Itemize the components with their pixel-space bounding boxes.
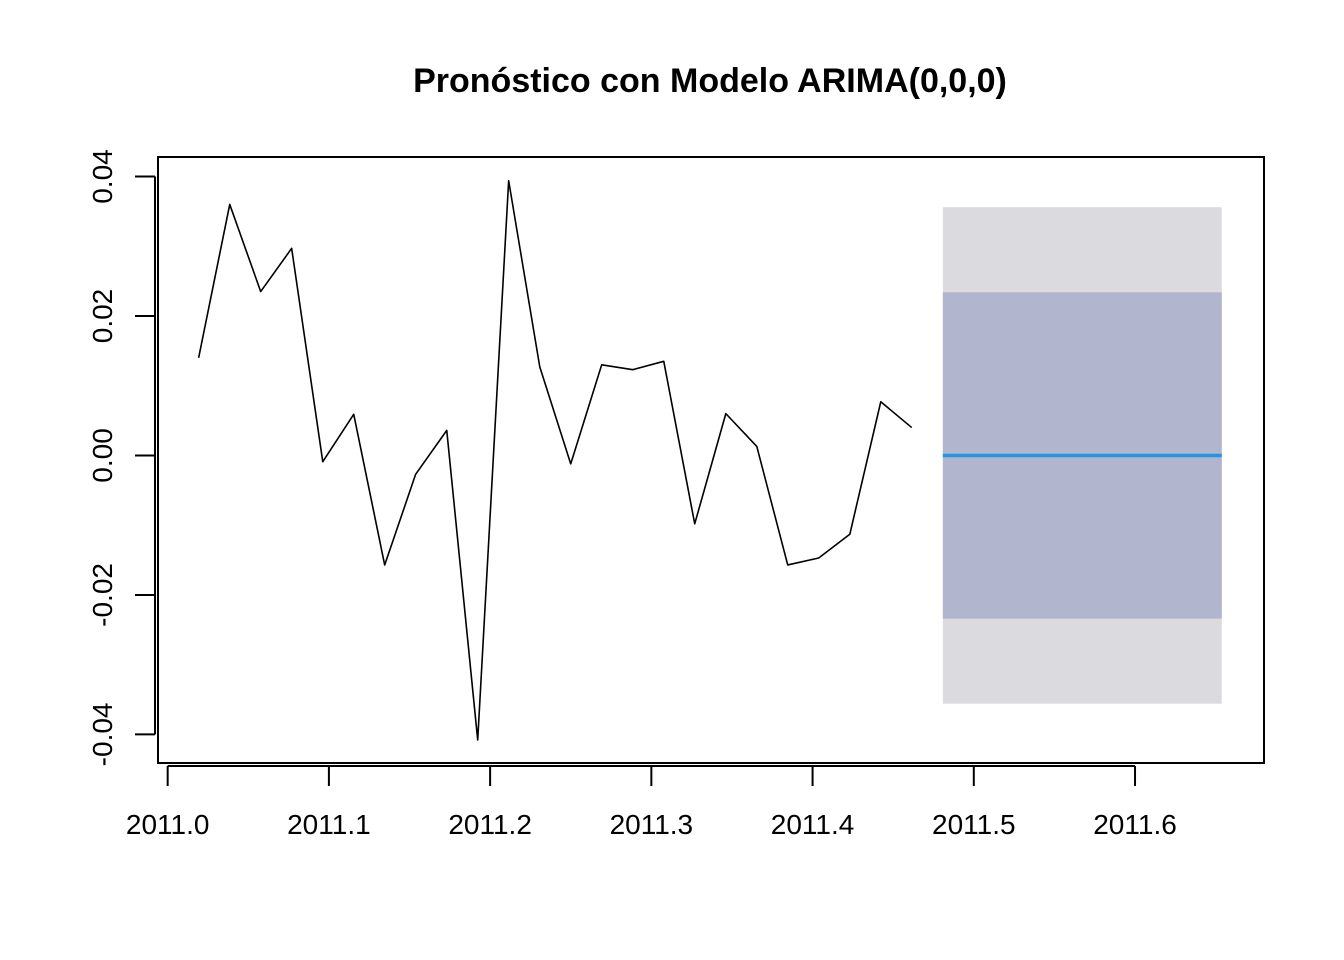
y-tick-label: -0.04 — [87, 702, 118, 766]
plot-frame — [157, 156, 1265, 764]
x-tick-label: 2011.6 — [1093, 809, 1177, 840]
x-tick-label: 2011.3 — [610, 809, 694, 840]
x-tick-label: 2011.5 — [932, 809, 1016, 840]
y-tick-label: 0.04 — [87, 149, 118, 204]
chart-title: Pronóstico con Modelo ARIMA(0,0,0) — [413, 62, 1007, 100]
x-tick-label: 2011.2 — [448, 809, 532, 840]
y-tick-label: 0.02 — [87, 289, 118, 344]
x-tick-label: 2011.4 — [771, 809, 855, 840]
y-axis: -0.04 -0.02 0.00 0.02 0.04 — [87, 149, 156, 766]
x-axis: 2011.0 2011.1 2011.2 2011.3 2011.4 2011.5 2011… — [126, 765, 1177, 840]
x-tick-label: 2011.1 — [287, 809, 371, 840]
x-tick-label: 2011.0 — [126, 809, 210, 840]
y-tick-label: -0.02 — [87, 563, 118, 627]
data-series — [197, 179, 1222, 741]
y-tick-label: 0.00 — [87, 428, 118, 483]
series-line-observed — [197, 179, 913, 741]
